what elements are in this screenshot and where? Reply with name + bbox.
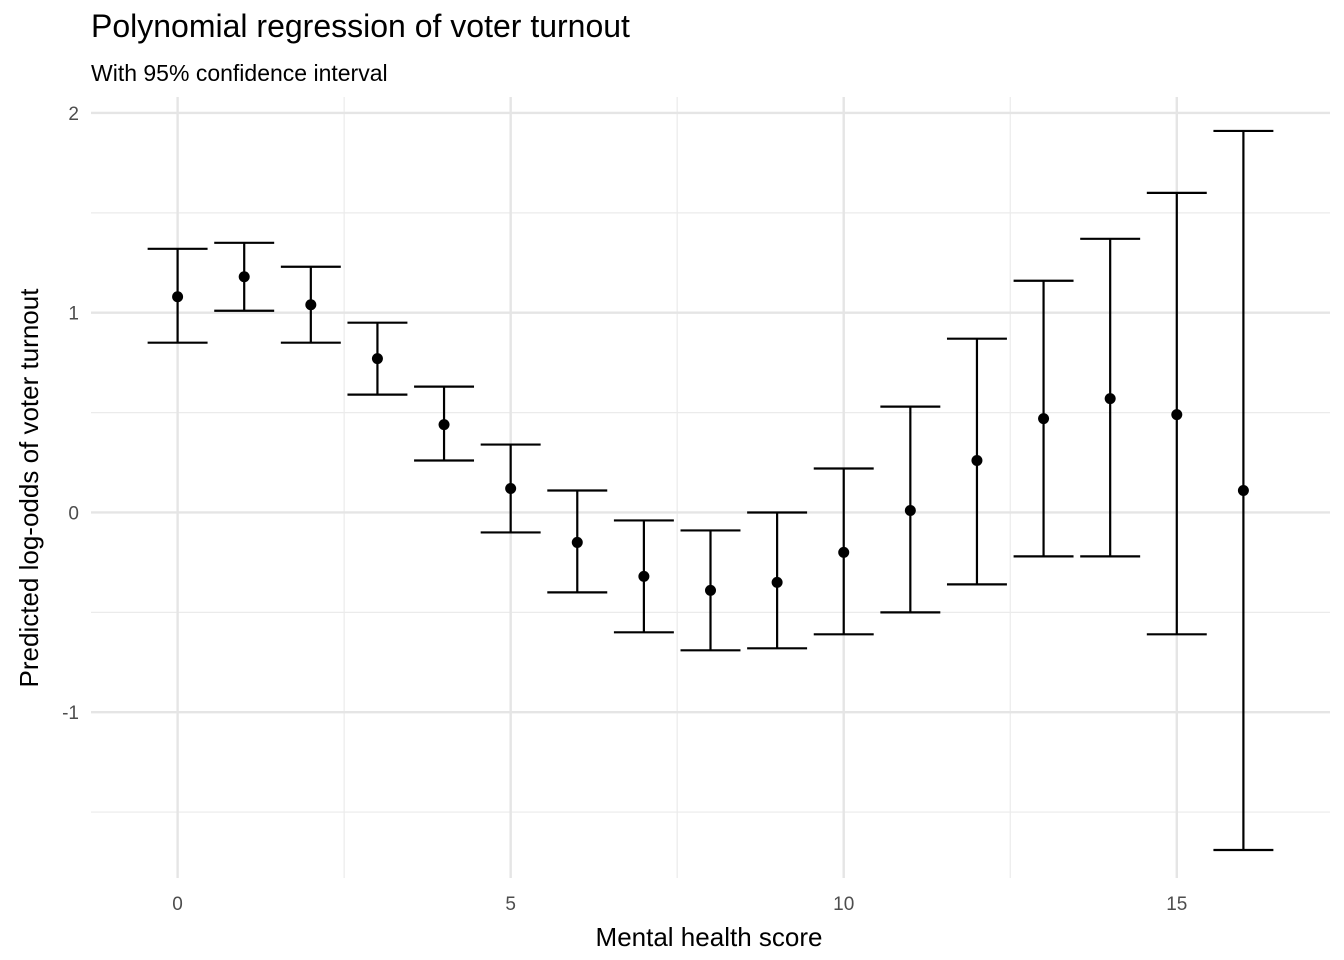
y-axis-ticks: -1 0 1 2 (62, 104, 79, 724)
y-tick-label: -1 (62, 703, 79, 724)
data-point (305, 299, 317, 311)
y-axis-label: Predicted log-odds of voter turnout (14, 288, 44, 688)
data-point (1038, 413, 1050, 425)
data-point (971, 455, 983, 467)
data-point (705, 584, 716, 596)
error-bars (147, 129, 1274, 852)
major-gridlines (91, 97, 1330, 878)
y-tick-label: 1 (68, 304, 79, 325)
x-tick-label: 15 (1166, 894, 1187, 915)
x-tick-label: 0 (172, 894, 183, 915)
data-point (371, 353, 383, 365)
y-tick-label: 0 (68, 503, 79, 524)
x-tick-label: 10 (833, 894, 854, 915)
x-tick-label: 5 (505, 894, 516, 915)
chart-title: Polynomial regression of voter turnout (91, 8, 630, 44)
data-point (638, 570, 650, 582)
data-point (838, 546, 850, 558)
data-point (505, 482, 517, 494)
data-point (238, 271, 250, 283)
data-point (771, 576, 783, 588)
data-point (1104, 393, 1116, 405)
data-points (172, 271, 1249, 596)
data-point (438, 419, 450, 431)
data-point (571, 536, 583, 548)
x-axis-ticks: 0 5 10 15 (172, 894, 1187, 915)
y-tick-label: 2 (68, 104, 79, 125)
data-point (904, 504, 916, 516)
data-point (1171, 409, 1183, 421)
x-axis-label: Mental health score (596, 922, 823, 952)
minor-gridlines (91, 97, 1330, 878)
data-point (172, 291, 184, 303)
chart-subtitle: With 95% confidence interval (91, 60, 388, 86)
data-point (1237, 484, 1249, 496)
